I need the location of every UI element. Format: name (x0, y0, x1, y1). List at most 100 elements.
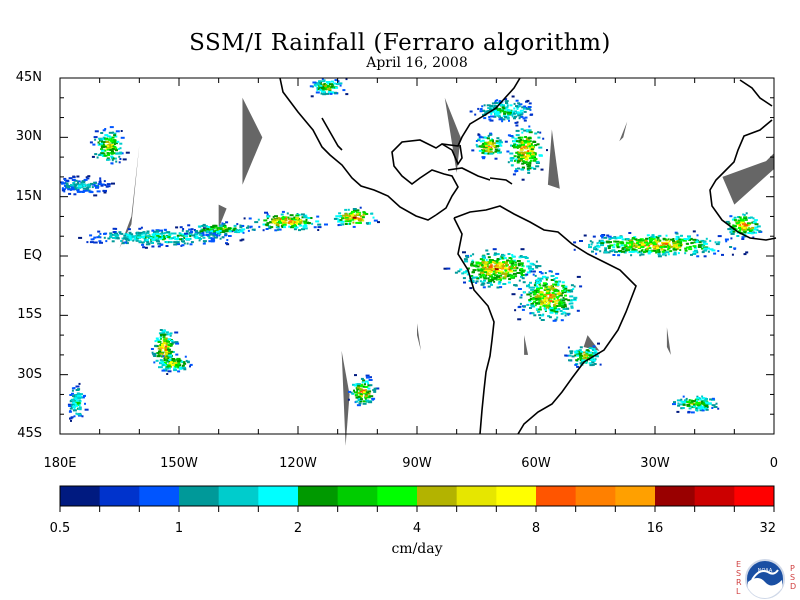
rain-pixel (535, 302, 539, 305)
rain-pixel (356, 383, 361, 386)
rain-pixel (72, 400, 76, 403)
rain-pixel (520, 128, 524, 131)
colorbar-label: 4 (412, 521, 422, 536)
rain-pixel (99, 236, 102, 239)
rain-pixel (482, 273, 485, 276)
rain-pixel (161, 236, 164, 239)
rain-pixel (583, 234, 587, 237)
rain-pixel (472, 276, 476, 279)
rain-pixel (520, 272, 523, 275)
rain-pixel (170, 344, 173, 347)
rain-pixel (514, 263, 518, 266)
rain-pixel (326, 85, 330, 87)
rain-pixel (668, 243, 671, 246)
rain-pixel (511, 110, 515, 113)
rain-pixel (174, 238, 177, 241)
rain-pixel (505, 102, 508, 104)
rain-pixel (78, 399, 81, 402)
rain-pixel (298, 229, 301, 232)
rain-pixel (513, 146, 515, 149)
rain-pixel (546, 303, 550, 306)
rain-pixel (337, 224, 340, 227)
rain-pixel (151, 238, 156, 241)
rain-pixel (548, 304, 551, 307)
rain-pixel (142, 235, 145, 238)
rain-pixel (509, 275, 514, 278)
rain-pixel (678, 242, 681, 245)
coastlines (279, 77, 777, 435)
rain-pixel (571, 355, 575, 358)
rain-pixel (526, 285, 529, 288)
rain-pixel (590, 243, 593, 246)
rain-pixel (100, 184, 104, 187)
rain-pixel (470, 264, 473, 267)
rain-pixel (68, 177, 73, 180)
colorbar-swatch (60, 486, 101, 506)
rain-pixel (519, 136, 524, 139)
rain-pixel (530, 270, 533, 273)
colorbar-swatch (139, 486, 180, 506)
rain-pixel (534, 156, 536, 159)
rain-pixel (249, 225, 253, 228)
rain-pixel (512, 267, 517, 269)
rain-pixel (509, 104, 513, 107)
rain-pixel (156, 339, 161, 342)
rain-pixel (355, 387, 358, 390)
rain-pixel (168, 344, 172, 347)
rain-pixel (555, 296, 559, 299)
rain-pixel (696, 404, 701, 407)
rain-pixel (78, 184, 82, 186)
rain-pixel (504, 273, 508, 276)
rain-pixel (483, 279, 486, 282)
rain-pixel (660, 248, 665, 251)
rain-pixel (538, 265, 542, 268)
rain-pixel (324, 223, 328, 226)
rain-pixel (360, 384, 364, 387)
rain-pixel (496, 258, 501, 260)
rain-pixel (367, 387, 371, 390)
rain-pixel (159, 344, 163, 346)
rain-pixel (319, 89, 323, 92)
rain-pixel (502, 118, 506, 121)
rain-pixel (506, 150, 510, 153)
rain-pixel (162, 232, 166, 235)
rain-pixel (166, 345, 170, 348)
rain-pixel (493, 267, 496, 270)
rain-pixel (532, 286, 535, 289)
rain-pixel (535, 265, 539, 267)
rain-pixel (153, 361, 156, 364)
rain-pixel (208, 231, 212, 234)
rain-pixel (535, 162, 540, 164)
rain-pixel (511, 264, 514, 267)
rain-pixel (684, 247, 688, 250)
rain-pixel (597, 245, 601, 248)
rain-pixel (564, 287, 568, 290)
rain-pixel (570, 290, 574, 293)
rain-pixel (335, 215, 340, 218)
rain-pixel (277, 218, 282, 221)
rain-pixel (131, 235, 135, 238)
rain-pixel (534, 304, 537, 307)
rain-pixel (695, 403, 697, 406)
rain-pixel (214, 229, 218, 232)
rain-pixel (170, 232, 175, 235)
rain-pixel (165, 245, 169, 247)
rain-pixel (125, 242, 129, 245)
rain-pixel (143, 241, 145, 244)
rain-pixel (481, 259, 485, 262)
rain-pixel (522, 305, 526, 308)
rain-pixel (549, 296, 553, 299)
rain-pixel (624, 249, 628, 252)
rain-pixel (475, 140, 478, 142)
rain-pixel (564, 294, 567, 297)
rain-pixel (169, 367, 171, 370)
rain-pixel (181, 366, 186, 369)
rain-pixel (528, 152, 532, 155)
lon-label: 60W (521, 456, 551, 471)
rain-pixel (564, 354, 568, 357)
rain-pixel (224, 232, 228, 235)
rain-pixel (162, 329, 166, 332)
rain-pixel (620, 244, 624, 247)
svg-text:NOAA: NOAA (758, 568, 773, 574)
rain-pixel (181, 361, 186, 364)
